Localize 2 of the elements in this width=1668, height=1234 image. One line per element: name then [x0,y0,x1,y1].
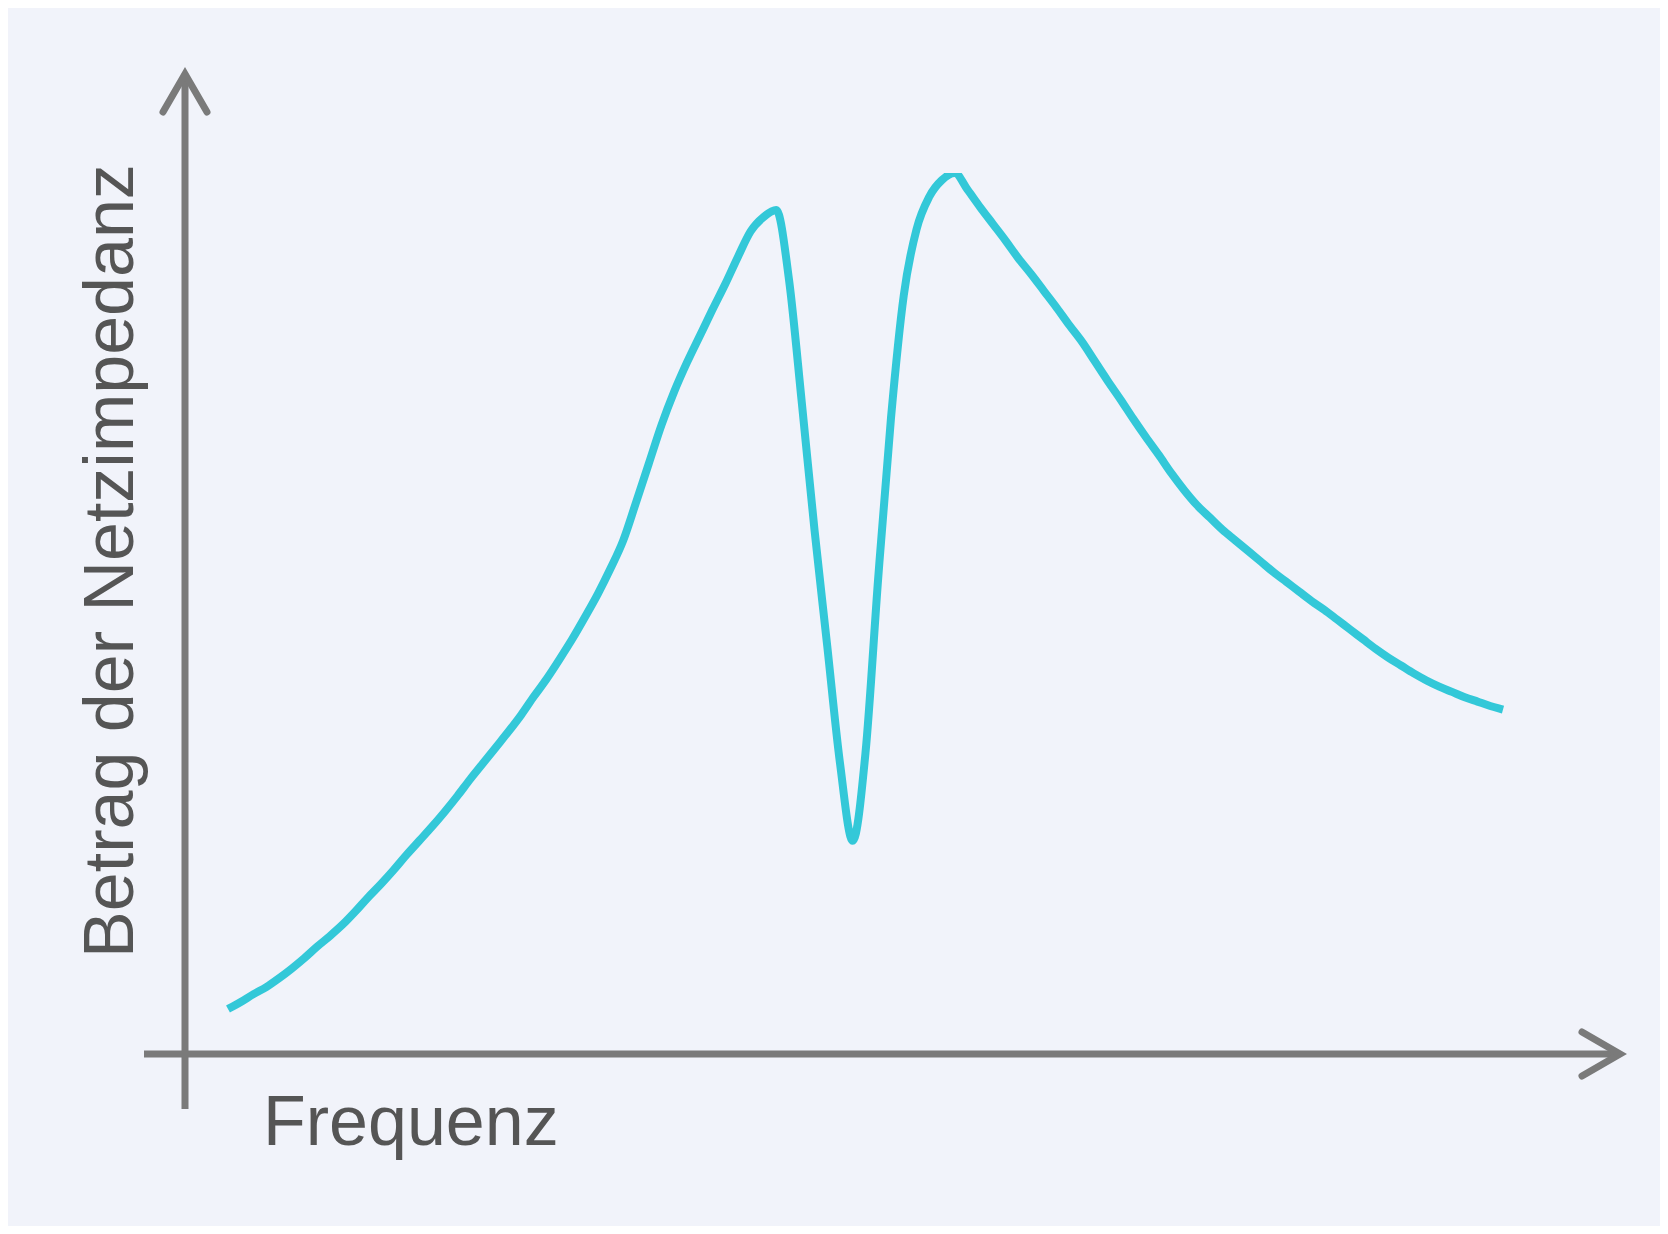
x-axis-title: Frequenz [263,1082,559,1160]
y-axis-title: Betrag der Netzimpedanz [70,164,148,958]
